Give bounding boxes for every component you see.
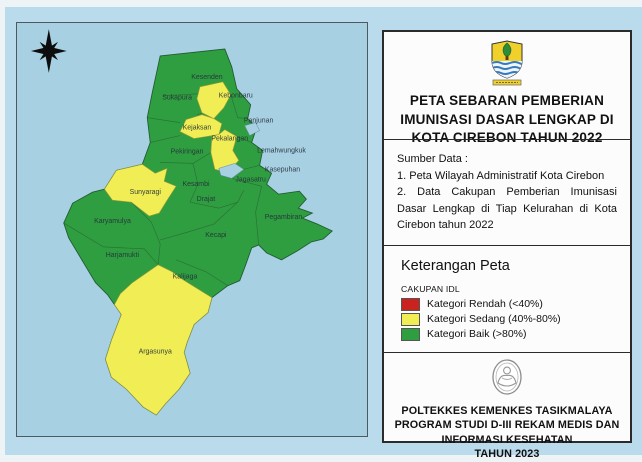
kelurahan-labels: Kesenden Sukapura Kebonbaru Panjunan Kejaksa… [94, 74, 306, 355]
kelurahan-borders [63, 93, 262, 286]
region-label: Kasepuhan [265, 166, 300, 173]
legend-swatch-sedang [401, 312, 420, 326]
region-label: Pegambiran [265, 214, 303, 221]
source-heading: Sumber Data : [397, 153, 468, 165]
region-label: Kebonbaru [219, 93, 253, 100]
legend-label: Kategori Sedang (40%-80%) [427, 313, 561, 325]
institution-text: POLTEKKES KEMENKES TASIKMALAYA PROGRAM ST… [394, 404, 620, 461]
source-item: 2. Data Cakupan Pemberian Imunisasi Dasa… [397, 186, 617, 231]
cirebon-city-emblem-icon [491, 40, 523, 86]
legend-heading: Keterangan Peta [401, 257, 510, 274]
region-label: Kecapi [205, 232, 227, 239]
source-section: Sumber Data : 1. Peta Wilayah Administra… [384, 139, 630, 245]
legend-subheading: CAKUPAN IDL [401, 283, 460, 294]
source-item: 1. Peta Wilayah Administratif Kota Cireb… [397, 169, 605, 182]
city-map: Kesenden Sukapura Kebonbaru Panjunan Kejaksa… [30, 29, 334, 416]
region-label: Kejaksan [183, 125, 212, 132]
legend-section: Keterangan Peta CAKUPAN IDL Kategori Ren… [384, 244, 630, 352]
region-label: Jagasatru [235, 176, 266, 183]
legend-label: Kategori Baik (>80%) [427, 328, 527, 340]
region-label: Lemahwungkuk [257, 147, 306, 154]
legend-label: Kategori Rendah (<40%) [427, 298, 543, 310]
land-base [63, 48, 334, 416]
info-panel: PETA SEBARAN PEMBERIAN IMUNISASI DASAR LE… [382, 30, 632, 460]
legend-swatch-baik [401, 327, 420, 341]
region-label: Drajat [197, 196, 216, 203]
region-label: Karyamulya [94, 218, 131, 225]
footer-section: POLTEKKES KEMENKES TASIKMALAYA PROGRAM ST… [384, 351, 630, 462]
region-label: Pekiringan [171, 148, 204, 155]
region-label: Kalijaga [173, 274, 198, 281]
compass-star-icon [30, 29, 67, 73]
region-label: Argasunya [139, 348, 172, 355]
title-section: PETA SEBARAN PEMBERIAN IMUNISASI DASAR LE… [384, 32, 630, 145]
region-overlays [104, 81, 240, 416]
source-list: 1. Peta Wilayah Administratif Kota Cireb… [397, 168, 617, 234]
map-panel: Kesenden Sukapura Kebonbaru Panjunan Kejaksa… [16, 22, 368, 437]
legend-item: Kategori Baik (>80%) [399, 327, 615, 341]
legend-item: Kategori Rendah (<40%) [399, 297, 615, 311]
water-patches [218, 122, 260, 179]
region-label: Kesenden [191, 74, 222, 81]
legend-swatch-rendah [401, 297, 420, 311]
poltekkes-emblem-icon [492, 358, 522, 395]
region-label: Sunyaragi [130, 189, 162, 196]
legend-rows: Kategori Rendah (<40%) Kategori Sedang (4… [399, 297, 615, 341]
region-label: Harjamukti [106, 252, 140, 259]
region-label: Pekalangan [211, 136, 248, 143]
map-title: PETA SEBARAN PEMBERIAN IMUNISASI DASAR LE… [400, 93, 614, 146]
region-label: Sukapura [162, 95, 192, 102]
region-label: Kesambi [182, 181, 210, 188]
legend-item: Kategori Sedang (40%-80%) [399, 312, 615, 326]
region-label: Panjunan [244, 118, 274, 125]
